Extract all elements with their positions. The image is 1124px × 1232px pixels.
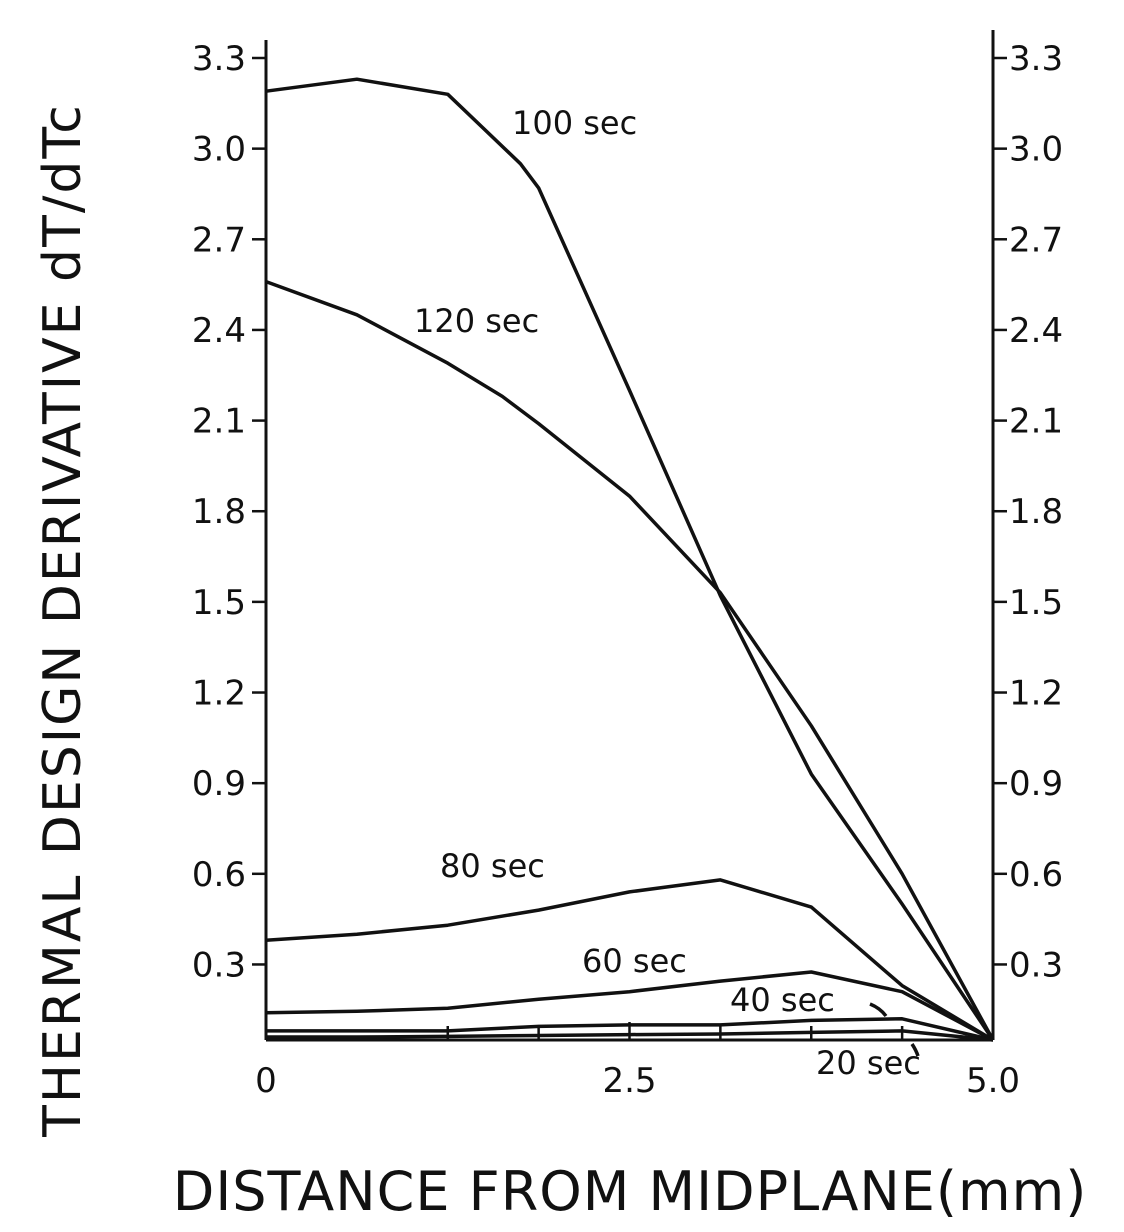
left-y-tick-label: 2.1 <box>192 402 246 442</box>
left-y-tick-label: 0.3 <box>192 945 246 985</box>
right-y-tick-label: 3.3 <box>1009 39 1063 79</box>
series-lines <box>265 77 995 1042</box>
series-line-40-sec <box>266 1017 994 1042</box>
axes <box>264 30 995 1042</box>
left-y-tick-label: 2.7 <box>192 220 246 260</box>
series-label-20-sec: 20 sec <box>816 1044 921 1082</box>
right-y-tick-label: 2.7 <box>1009 220 1063 260</box>
right-y-tick-label: 0.3 <box>1009 945 1063 985</box>
right-y-tick-label: 1.8 <box>1009 492 1063 532</box>
x-axis-title: DISTANCE FROM MIDPLANE(mm) <box>173 1160 1088 1223</box>
x-tick-label: 2.5 <box>602 1061 656 1101</box>
label-leader-40-sec <box>869 1002 888 1018</box>
left-y-tick-label: 3.3 <box>192 39 246 79</box>
right-y-tick-label: 2.1 <box>1009 402 1063 442</box>
series-line-80-sec <box>265 878 994 1042</box>
series-labels: 100 sec 120 sec 80 sec 60 sec 40 sec 20 sec <box>414 104 921 1082</box>
right-y-tick-label: 1.5 <box>1009 583 1063 623</box>
series-line-120-sec <box>265 279 995 1041</box>
left-y-tick-label: 2.4 <box>192 311 246 351</box>
series-label-100-sec: 100 sec <box>512 104 637 142</box>
left-y-tick-label: 1.2 <box>192 674 246 714</box>
label-leader-20-sec <box>910 1043 920 1057</box>
left-y-tick-label: 0.6 <box>192 855 246 895</box>
series-label-40-sec: 40 sec <box>730 981 835 1019</box>
left-y-tick-label: 1.8 <box>192 492 246 532</box>
right-y-tick-label: 0.9 <box>1009 764 1063 804</box>
right-y-tick-label: 2.4 <box>1009 311 1063 351</box>
x-tick-label: 0 <box>255 1061 277 1101</box>
left-y-tick-label: 3.0 <box>192 130 246 170</box>
series-line-100-sec <box>265 77 995 1041</box>
left-y-tick-label: 1.5 <box>192 583 246 623</box>
series-label-60-sec: 60 sec <box>582 942 687 980</box>
series-line-60-sec <box>265 970 994 1042</box>
series-label-120-sec: 120 sec <box>414 302 539 340</box>
right-y-tick-label: 1.2 <box>1009 674 1063 714</box>
x-tick-label: 5.0 <box>966 1061 1020 1101</box>
right-y-tick-label: 3.0 <box>1009 130 1063 170</box>
right-y-tick-label: 0.6 <box>1009 855 1063 895</box>
left-y-tick-label: 0.9 <box>192 764 246 804</box>
tick-labels: 0.3 0.6 0.9 1.2 1.5 1.8 2.1 2.4 2.7 3.0 3.3 0.3 0.6 0… <box>192 39 1063 1101</box>
y-axis-title: THERMAL DESIGN DERIVATIVE dT/dTc <box>33 103 93 1138</box>
series-label-80-sec: 80 sec <box>440 847 545 885</box>
series-line-20-sec <box>266 1029 994 1042</box>
